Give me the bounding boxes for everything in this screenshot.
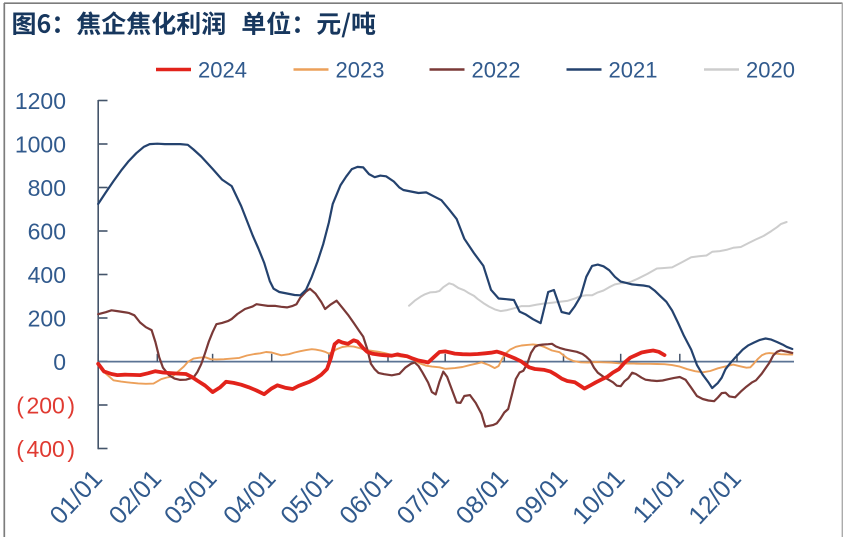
svg-text:400: 400 xyxy=(28,262,66,288)
svg-text:600: 600 xyxy=(28,218,66,244)
svg-text:2020: 2020 xyxy=(746,57,795,82)
svg-text:2022: 2022 xyxy=(472,57,521,82)
svg-text:1000: 1000 xyxy=(15,131,66,157)
svg-text:1200: 1200 xyxy=(15,88,66,114)
svg-text:0: 0 xyxy=(53,349,66,375)
svg-text:800: 800 xyxy=(28,175,66,201)
svg-text:200: 200 xyxy=(28,305,66,331)
svg-text:2021: 2021 xyxy=(609,57,658,82)
svg-text:2023: 2023 xyxy=(336,57,385,82)
svg-text:2024: 2024 xyxy=(198,57,247,82)
